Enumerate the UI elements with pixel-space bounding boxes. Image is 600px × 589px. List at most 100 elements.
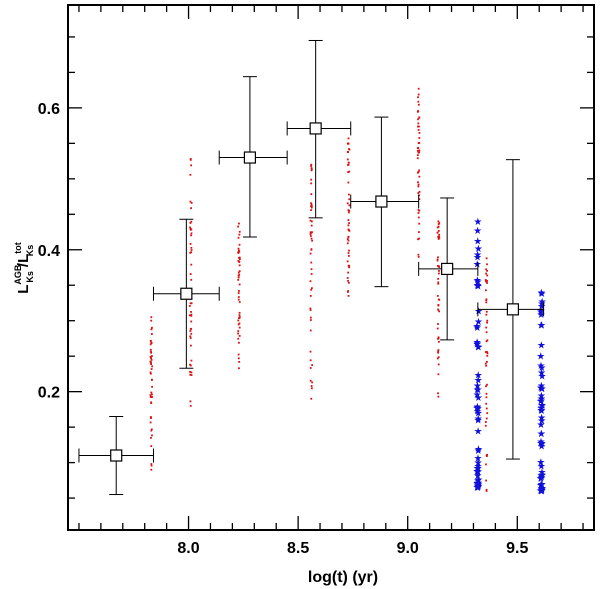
red-point [237,296,240,298]
red-point [150,340,152,342]
red-point [190,313,193,316]
blue-star-point: ★ [538,470,547,481]
red-point [346,202,349,205]
red-point [417,192,420,194]
red-point [310,205,312,208]
blue-star-point: ★ [473,483,482,494]
blue-star-point: ★ [474,409,483,420]
red-point [188,314,191,317]
red-point [309,219,312,222]
red-point [310,163,313,166]
red-point [417,96,419,99]
blue-star-point: ★ [474,480,483,491]
blue-star-point: ★ [473,463,482,474]
red-point [348,193,350,196]
red-point [190,234,192,237]
red-point [437,281,440,284]
red-point [310,202,313,205]
red-point [437,238,440,240]
red-point [484,424,487,427]
blue-star-point: ★ [537,472,546,483]
axes-layer [67,4,595,531]
blue-star-point: ★ [474,416,483,427]
red-point [309,235,312,237]
red-point [238,317,241,319]
blue-star-point: ★ [474,482,483,493]
red-point [485,280,487,283]
red-point [189,226,191,229]
blue-star-point: ★ [473,275,482,286]
blue-star-point: ★ [474,307,483,318]
blue-star-point: ★ [537,396,546,407]
x-tick-label: 9.0 [397,540,419,557]
red-point [150,319,153,322]
blue-star-point: ★ [474,446,483,457]
red-point [437,350,440,353]
red-point [437,220,440,223]
red-point [237,271,240,274]
red-point [418,237,421,240]
red-point [418,125,420,128]
blue-star-point: ★ [473,483,482,494]
red-point [347,151,349,154]
red-point [237,330,240,332]
blue-star-point: ★ [537,321,546,332]
blue-star-point: ★ [537,301,546,312]
red-point [150,464,153,467]
red-point [190,332,193,335]
blue-star-point: ★ [537,391,546,402]
red-point [418,231,420,233]
red-point [149,343,152,346]
blue-star-point: ★ [537,288,546,299]
red-point [237,353,240,356]
red-point [485,289,487,292]
red-point [189,400,192,403]
blue-star-point: ★ [537,437,546,448]
red-point [190,371,193,374]
red-point [485,454,488,457]
red-point [190,201,193,204]
red-point [238,233,241,236]
red-point [309,316,312,319]
blue-star-point: ★ [537,484,546,495]
red-point [310,237,313,240]
red-point [416,154,419,157]
red-point [437,363,440,366]
red-point [417,103,420,106]
blue-star-point: ★ [473,403,482,414]
red-point [437,308,440,311]
blue-star-point: ★ [538,483,547,494]
red-point [150,361,152,363]
blue-star-point: ★ [474,458,483,469]
red-point [437,256,439,259]
mean-square-marker [441,262,454,276]
blue-star-point: ★ [537,320,546,331]
blue-star-point: ★ [473,454,482,465]
red-point [309,252,312,255]
red-point [189,200,192,203]
red-point [150,355,153,357]
red-point [309,379,312,382]
red-point [189,273,192,275]
blue-star-point: ★ [537,403,546,414]
red-point [485,313,488,316]
blue-star-point: ★ [473,481,482,492]
blue-star-point: ★ [473,478,482,489]
blue-star-point: ★ [474,317,483,328]
blue-star-point: ★ [537,413,546,424]
red-point [151,365,154,368]
blue-star-point: ★ [474,282,483,293]
blue-star-point: ★ [473,467,482,478]
red-point [418,132,421,134]
red-point [150,463,153,465]
blue-star-point: ★ [474,376,483,387]
red-point [436,295,439,297]
red-point [150,368,153,370]
blue-star-point: ★ [473,339,482,350]
y-axis-label: LAGB Ks/Ltot Ks [13,242,35,294]
red-point [150,436,152,439]
red-point [417,125,419,128]
red-point [190,328,193,330]
blue-star-point: ★ [537,381,546,392]
red-point [416,150,419,152]
